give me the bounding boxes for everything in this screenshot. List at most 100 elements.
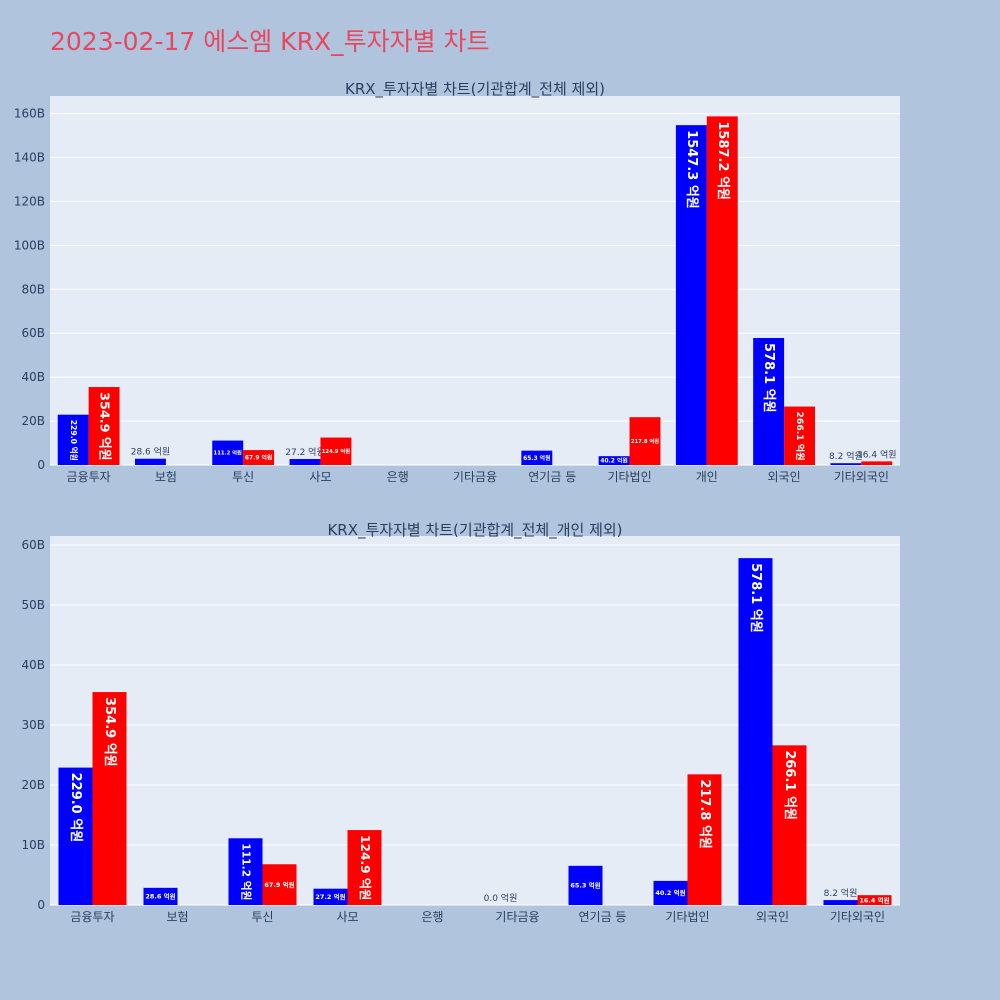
data-label: 65.3 억원 [523, 454, 550, 462]
x-tick-label: 연기금 등 [528, 470, 576, 484]
bar [823, 900, 858, 905]
data-label: 1587.2 억원 [715, 121, 730, 200]
bar [738, 558, 773, 905]
y-tick-label: 10B [21, 838, 45, 852]
data-label: 0.0 억원 [484, 892, 518, 904]
chart-subtitle: KRX_투자자별 차트(기관합계_전체_개인 제외) [327, 521, 622, 540]
y-tick-label: 0 [37, 458, 45, 472]
data-label: 229.0 억원 [69, 420, 79, 461]
data-label: 111.2 억원 [214, 449, 242, 457]
bar [143, 887, 178, 905]
data-label: 578.1 억원 [761, 343, 776, 413]
data-label: 217.8 억원 [697, 779, 712, 849]
data-label: 578.1 억원 [748, 563, 763, 633]
bar [772, 745, 807, 905]
bar [675, 125, 707, 465]
y-tick-label: 20B [21, 778, 45, 792]
data-label: 27.2 억원 [285, 446, 324, 458]
x-tick-label: 투신 [251, 910, 273, 924]
bar [521, 450, 553, 465]
bar [243, 450, 275, 465]
x-tick-label: 은행 [387, 469, 409, 484]
x-tick-label: 보험 [166, 910, 188, 924]
x-tick-label: 사모 [309, 470, 331, 484]
data-label: 266.1 억원 [794, 412, 806, 461]
data-label: 16.4 억원 [859, 895, 889, 904]
data-label: 217.8 억원 [631, 437, 659, 445]
data-label: 8.2 억원 [824, 887, 858, 899]
data-label: 1547.3 억원 [684, 130, 699, 209]
y-tick-label: 160B [14, 107, 45, 121]
y-tick-label: 60B [21, 326, 45, 340]
bar [687, 774, 722, 905]
bar [830, 463, 862, 465]
data-label: 229.0 억원 [68, 773, 83, 843]
y-tick-label: 60B [21, 538, 45, 552]
x-tick-label: 기타법인 [665, 910, 709, 924]
y-tick-label: 40B [21, 658, 45, 672]
y-tick-label: 50B [21, 598, 45, 612]
y-tick-label: 100B [14, 238, 45, 252]
bar [289, 459, 321, 465]
bar [861, 461, 893, 465]
x-tick-label: 기타금융 [495, 910, 539, 924]
bar [784, 406, 815, 465]
bar [58, 767, 93, 905]
bar [629, 417, 661, 465]
bar [568, 865, 603, 905]
main-title: 2023-02-17 에스엠 KRX_투자자별 차트 [50, 27, 490, 56]
chart-subtitle: KRX_투자자별 차트(기관합계_전체 제외) [345, 80, 605, 99]
data-label: 8.2 억원 [829, 450, 863, 462]
x-tick-label: 사모 [336, 910, 358, 924]
data-label: 124.9 억원 [322, 447, 350, 455]
data-label: 354.9 억원 [102, 697, 117, 767]
x-tick-label: 연기금 등 [579, 910, 627, 924]
data-label: 124.9 억원 [358, 835, 372, 900]
data-label: 65.3 억원 [570, 881, 600, 890]
bar [653, 880, 688, 905]
y-tick-label: 20B [21, 414, 45, 428]
x-tick-label: 기타외국인 [830, 910, 885, 924]
y-tick-label: 120B [14, 194, 45, 208]
x-tick-label: 외국인 [756, 910, 789, 924]
chart-top: 0 20B 40B 60B 80B 100B 120B 140B 160B KRX_투자자별 차트… [14, 80, 900, 484]
x-tick-label: 기타법인 [607, 470, 651, 484]
data-label: 111.2 억원 [240, 843, 253, 900]
x-tick-label: 금융투자 [67, 470, 111, 484]
data-label: 354.9 억원 [97, 392, 112, 460]
data-label: 67.9 억원 [264, 880, 294, 889]
y-tick-label: 80B [21, 282, 45, 296]
data-label: 28.6 억원 [145, 892, 175, 901]
x-tick-label: 보험 [155, 470, 177, 484]
x-tick-label: 은행 [421, 909, 443, 924]
data-label: 28.6 억원 [131, 446, 170, 458]
x-tick-label: 기타외국인 [834, 470, 889, 484]
x-tick-label: 개인 [696, 470, 718, 484]
y-tick-label: 40B [21, 370, 45, 384]
bar [753, 338, 785, 465]
x-tick-label: 투신 [232, 470, 254, 484]
x-tick-label: 외국인 [768, 470, 801, 484]
data-label: 266.1 억원 [782, 750, 797, 820]
data-label: 40.2 억원 [600, 457, 627, 465]
bar [598, 456, 630, 465]
chart-bottom: 0 10B 20B 30B 40B 50B 60B KRX_투자자별 차트(기관합계_전체_개… [21, 521, 900, 924]
bar [347, 830, 382, 905]
bar [88, 387, 120, 465]
bar [92, 692, 127, 905]
data-label: 67.9 억원 [245, 454, 272, 462]
data-label: 27.2 억원 [315, 892, 345, 901]
bar [212, 440, 244, 465]
bar [262, 864, 297, 905]
y-tick-label: 0 [37, 898, 45, 912]
x-tick-label: 기타금융 [453, 470, 497, 484]
bar [228, 838, 263, 905]
bar [857, 895, 892, 905]
bar [135, 458, 166, 465]
data-label: 16.4 억원 [857, 448, 896, 460]
y-tick-label: 30B [21, 718, 45, 732]
bar [706, 116, 738, 465]
x-tick-label: 금융투자 [70, 910, 114, 924]
bar [57, 414, 89, 465]
